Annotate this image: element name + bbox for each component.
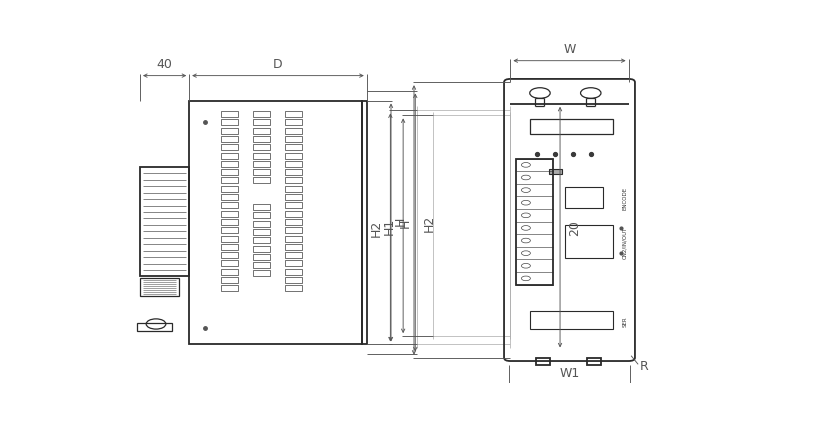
- Text: H: H: [393, 216, 406, 225]
- Text: SER: SER: [622, 315, 627, 326]
- Bar: [530, 120, 612, 134]
- Bar: [253, 120, 269, 126]
- Bar: [433, 116, 510, 336]
- Bar: [285, 203, 302, 209]
- Bar: [221, 277, 238, 283]
- Text: W: W: [564, 43, 576, 55]
- Bar: [285, 211, 302, 217]
- Text: H1: H1: [382, 218, 396, 235]
- Text: D: D: [274, 58, 283, 71]
- Bar: [253, 112, 269, 118]
- Bar: [253, 213, 269, 219]
- Bar: [285, 120, 302, 126]
- Bar: [221, 219, 238, 225]
- Bar: [221, 186, 238, 192]
- Bar: [253, 262, 269, 268]
- Bar: [285, 178, 302, 184]
- Text: H2: H2: [370, 219, 382, 237]
- Bar: [253, 246, 269, 252]
- Text: CN2/IN/OUT: CN2/IN/OUT: [622, 226, 627, 258]
- Bar: [564, 187, 603, 209]
- Bar: [190, 101, 362, 344]
- Bar: [140, 278, 180, 297]
- Bar: [221, 228, 238, 233]
- Bar: [253, 178, 269, 184]
- Bar: [253, 162, 269, 168]
- Bar: [516, 159, 553, 285]
- Bar: [221, 261, 238, 267]
- Bar: [536, 358, 550, 365]
- Bar: [253, 238, 269, 244]
- Bar: [285, 137, 302, 143]
- Bar: [530, 311, 612, 330]
- Bar: [221, 269, 238, 275]
- Bar: [253, 153, 269, 159]
- Bar: [285, 153, 302, 159]
- Bar: [564, 225, 612, 258]
- Bar: [285, 219, 302, 225]
- Bar: [253, 254, 269, 260]
- Bar: [285, 236, 302, 242]
- Bar: [417, 111, 510, 344]
- Bar: [285, 286, 302, 292]
- Bar: [285, 228, 302, 233]
- Bar: [285, 162, 302, 168]
- Bar: [285, 170, 302, 176]
- Text: H2: H2: [423, 214, 436, 231]
- Bar: [285, 252, 302, 258]
- Bar: [221, 162, 238, 168]
- Bar: [253, 271, 269, 277]
- Text: ENCODE: ENCODE: [622, 187, 627, 210]
- Bar: [253, 145, 269, 151]
- Bar: [253, 129, 269, 134]
- Bar: [221, 129, 238, 134]
- Bar: [285, 112, 302, 118]
- Text: H: H: [399, 218, 412, 227]
- Bar: [221, 195, 238, 200]
- Bar: [588, 358, 602, 365]
- Bar: [549, 169, 561, 174]
- Bar: [221, 252, 238, 258]
- Bar: [285, 244, 302, 250]
- Bar: [221, 211, 238, 217]
- Bar: [137, 323, 172, 331]
- Bar: [285, 195, 302, 200]
- Bar: [221, 145, 238, 151]
- Text: 40: 40: [157, 58, 172, 71]
- Bar: [253, 170, 269, 176]
- Text: W1: W1: [559, 366, 579, 379]
- Bar: [221, 153, 238, 159]
- Bar: [285, 269, 302, 275]
- Bar: [221, 170, 238, 176]
- Bar: [285, 261, 302, 267]
- Bar: [221, 120, 238, 126]
- Bar: [285, 186, 302, 192]
- Bar: [362, 101, 367, 344]
- Bar: [221, 178, 238, 184]
- Bar: [253, 221, 269, 227]
- Bar: [221, 203, 238, 209]
- Bar: [221, 112, 238, 118]
- Text: 20: 20: [568, 220, 581, 236]
- Bar: [221, 286, 238, 292]
- Bar: [221, 236, 238, 242]
- Bar: [285, 277, 302, 283]
- Bar: [253, 205, 269, 211]
- Bar: [285, 145, 302, 151]
- Bar: [253, 229, 269, 235]
- Bar: [285, 129, 302, 134]
- Bar: [140, 167, 190, 277]
- Bar: [221, 244, 238, 250]
- Bar: [253, 137, 269, 143]
- Bar: [221, 137, 238, 143]
- Text: R: R: [640, 359, 648, 373]
